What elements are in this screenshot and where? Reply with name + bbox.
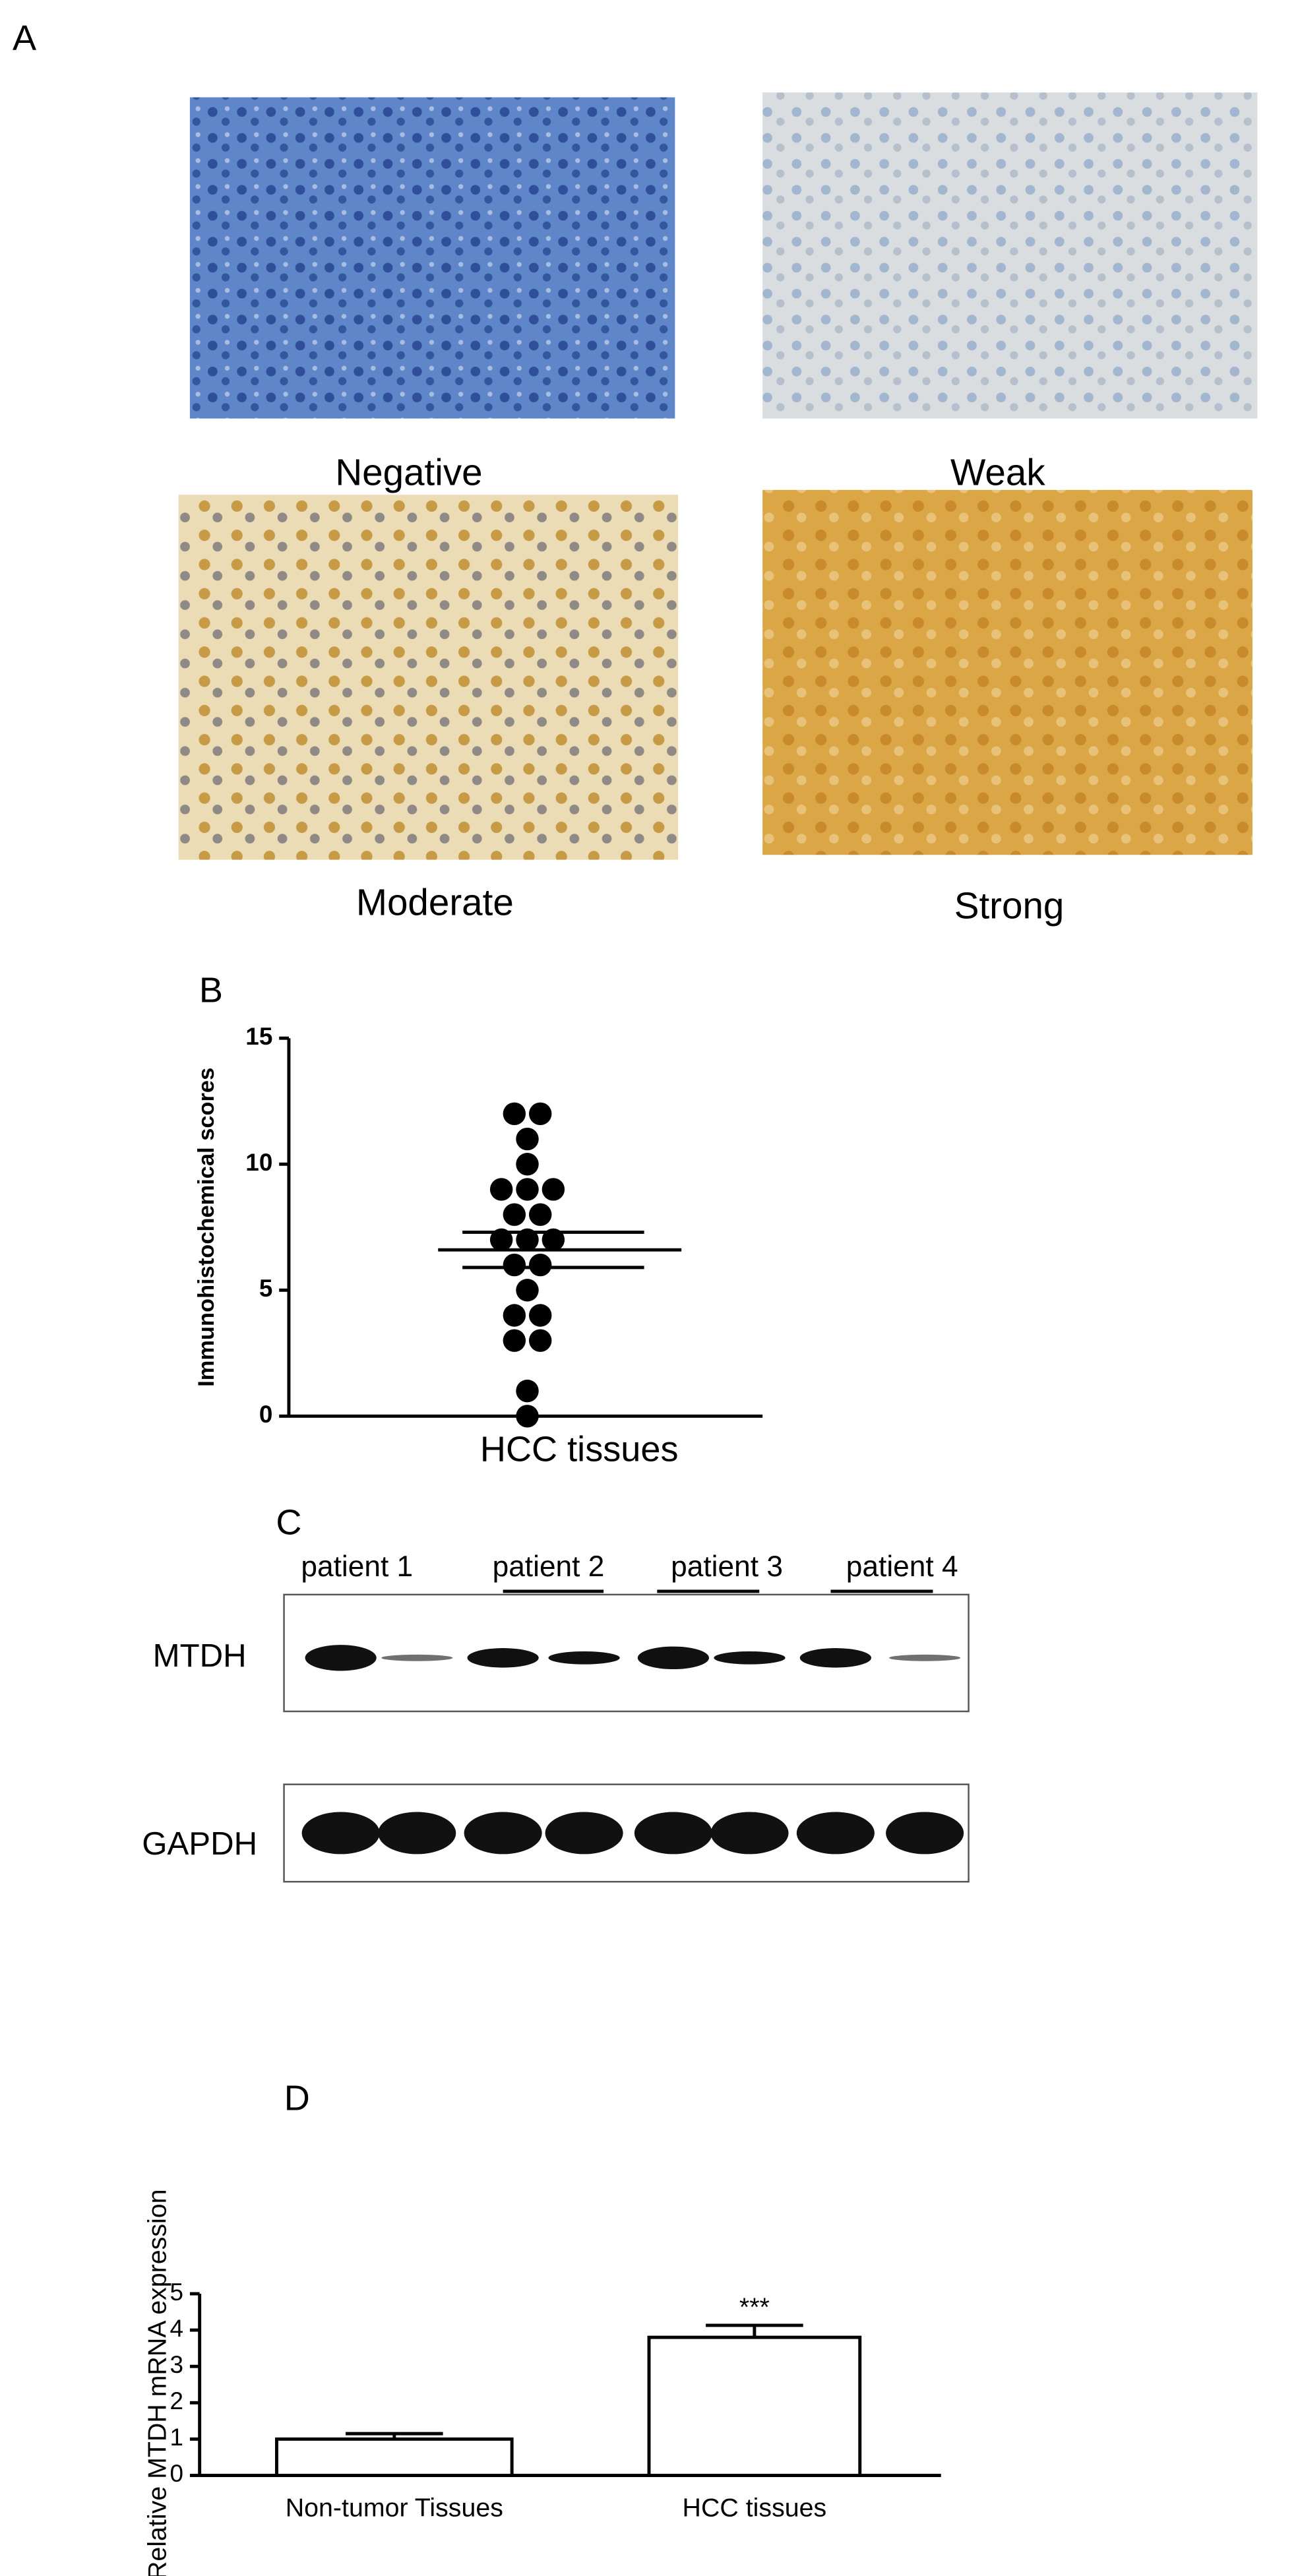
data-point [541, 1178, 565, 1201]
data-point [528, 1203, 552, 1226]
image-caption: Moderate [356, 881, 514, 923]
data-point [489, 1228, 513, 1252]
data-point [528, 1253, 552, 1277]
y-tick-label: 4 [170, 2315, 184, 2342]
y-tick-label: 5 [170, 2279, 184, 2306]
patient-label: patient 2 [493, 1550, 605, 1583]
y-tick-label: 1 [170, 2424, 184, 2451]
micrograph [178, 495, 679, 860]
data-point [528, 1304, 552, 1327]
image-caption: Weak [950, 452, 1045, 493]
data-point [516, 1379, 539, 1403]
band [305, 1645, 377, 1671]
band [637, 1646, 710, 1670]
row-label: MTDH [153, 1638, 247, 1674]
patient-label: patient 3 [671, 1550, 783, 1583]
y-tick-label: 0 [170, 2460, 184, 2487]
data-point [541, 1228, 565, 1252]
y-tick-label: 3 [170, 2351, 184, 2378]
data-point [503, 1102, 526, 1126]
patient-label: patient 1 [301, 1550, 413, 1583]
y-tick-label: 2 [170, 2387, 184, 2414]
band [378, 1812, 456, 1855]
panel-label: A [13, 18, 36, 58]
micrograph [762, 489, 1253, 855]
band [799, 1648, 871, 1668]
bar [647, 2335, 862, 2477]
panel-label: B [199, 971, 223, 1010]
panel-label: D [284, 2079, 310, 2118]
data-point [503, 1329, 526, 1352]
image-caption: Negative [335, 452, 482, 493]
data-point [503, 1253, 526, 1277]
y-axis-label: Immunohistochemical scores [194, 1068, 219, 1387]
y-tick-label: 0 [259, 1401, 273, 1428]
band [381, 1654, 453, 1661]
content: A B C D Negative Weak Moderate Strong patient 1 p… [13, 18, 1258, 2576]
x-axis-label: HCC tissues [480, 1430, 679, 1469]
micrograph [189, 97, 675, 419]
y-axis-label: Relative MTDH mRNA expression [143, 2190, 172, 2576]
image-caption: Strong [954, 884, 1065, 926]
data-point [528, 1329, 552, 1352]
band [467, 1648, 539, 1668]
data-point [516, 1279, 539, 1302]
y-tick-label: 15 [245, 1023, 272, 1050]
band [796, 1812, 875, 1855]
row-label: GAPDH [142, 1825, 257, 1862]
band [710, 1812, 789, 1855]
band [714, 1651, 786, 1665]
significance: *** [739, 2293, 770, 2322]
band [886, 1812, 964, 1855]
band [464, 1812, 542, 1855]
data-point [516, 1127, 539, 1151]
band [889, 1654, 961, 1661]
data-point [489, 1178, 513, 1201]
patient-label: patient 4 [846, 1550, 958, 1583]
micrograph [762, 92, 1258, 419]
band [634, 1812, 712, 1855]
x-tick-label: Non-tumor Tissues [286, 2494, 503, 2523]
data-point [516, 1405, 539, 1428]
data-point [516, 1153, 539, 1176]
x-tick-label: HCC tissues [683, 2494, 827, 2523]
data-point [503, 1203, 526, 1226]
panel-label: C [276, 1502, 301, 1542]
band [301, 1812, 380, 1855]
y-tick-label: 10 [245, 1149, 272, 1176]
band [545, 1812, 623, 1855]
y-tick-label: 5 [259, 1275, 273, 1302]
data-point [503, 1304, 526, 1327]
band [548, 1651, 620, 1665]
data-point [516, 1228, 539, 1252]
bar [275, 2437, 514, 2477]
data-point [516, 1178, 539, 1201]
data-point [528, 1102, 552, 1126]
